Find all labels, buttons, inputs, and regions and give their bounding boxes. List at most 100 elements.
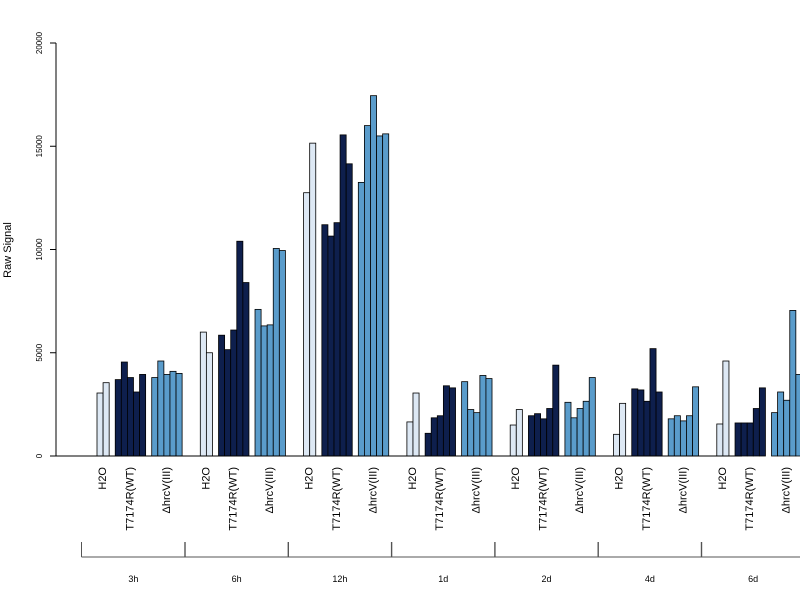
treatment-label: H2O (304, 467, 316, 490)
bar (643, 400, 651, 457)
bar (424, 432, 432, 457)
y-tick-label: 0 (35, 453, 44, 458)
bar (631, 388, 639, 457)
bar (412, 392, 420, 457)
bar (139, 374, 147, 457)
bar (783, 399, 791, 457)
y-tick-label: 20000 (35, 31, 44, 54)
bar (230, 329, 238, 457)
bar (96, 392, 104, 457)
time-point-label: 3h (128, 574, 138, 584)
bar (461, 381, 469, 457)
treatment-label: H2O (407, 467, 419, 490)
bar (436, 415, 444, 457)
time-point-label: 2d (542, 574, 552, 584)
time-point-label: 4d (645, 574, 655, 584)
bar (771, 412, 779, 457)
bar (686, 415, 693, 457)
bar (272, 248, 280, 457)
treatment-label: T7174R(WT) (744, 467, 756, 531)
bar (339, 134, 347, 457)
bar (357, 181, 365, 457)
bar (716, 423, 724, 457)
bar (722, 360, 730, 457)
bar (588, 377, 596, 457)
bar (169, 370, 177, 457)
bar (327, 235, 335, 457)
bar (376, 135, 384, 457)
bar (114, 379, 122, 457)
bar (655, 391, 663, 457)
bar (546, 408, 554, 457)
bar (218, 334, 226, 457)
bar (619, 402, 627, 457)
bar (175, 372, 183, 457)
treatment-label: ΔhrcV(III) (161, 467, 173, 513)
bar (777, 391, 785, 457)
time-point-label: 1d (438, 574, 448, 584)
treatment-label: ΔhrcV(III) (574, 467, 586, 513)
treatment-label: H2O (510, 467, 522, 490)
bar (673, 415, 681, 457)
time-point-label: 6h (232, 574, 242, 584)
bar (133, 391, 140, 457)
bar (321, 224, 329, 457)
time-point-label: 12h (332, 574, 347, 584)
bar (363, 125, 371, 457)
bar (570, 417, 578, 457)
treatment-label: ΔhrcV(III) (677, 467, 689, 513)
bar (242, 282, 250, 457)
bar (758, 387, 766, 457)
treatment-label: ΔhrcV(III) (367, 467, 379, 513)
bar (303, 192, 311, 457)
treatment-label: T7174R(WT) (641, 467, 653, 531)
bar (740, 422, 748, 457)
bar (613, 433, 620, 457)
x-tick-labels: H2O T7174R(WT) ΔhrcV(III) H2O T7174R(WT) Δhrc… (97, 467, 793, 531)
treatment-label: ΔhrcV(III) (781, 467, 793, 513)
bar (382, 133, 390, 457)
bar (127, 377, 134, 457)
bar (151, 377, 159, 457)
treatment-label: T7174R(WT) (538, 467, 550, 531)
treatment-label: H2O (97, 467, 109, 490)
bar (278, 250, 286, 457)
treatment-label: T7174R(WT) (124, 467, 136, 531)
bar (120, 361, 128, 457)
bar (679, 420, 687, 457)
bar (224, 349, 232, 457)
bar (564, 401, 572, 457)
treatment-label: H2O (613, 467, 625, 490)
bar (509, 424, 517, 457)
y-axis-label: Raw Signal (2, 222, 14, 278)
y-tick-label: 10000 (35, 238, 44, 261)
bar (333, 222, 341, 457)
y-tick-label: 5000 (35, 343, 44, 361)
treatment-label: ΔhrcV(III) (471, 467, 483, 513)
bar (473, 412, 481, 457)
time-point-brackets: 3h 6h 12h 1d 2d 4d 6d (81, 542, 800, 584)
bar (528, 415, 535, 457)
bar (692, 386, 700, 457)
time-point-label: 6d (748, 574, 758, 584)
treatment-label: H2O (200, 467, 212, 490)
bar (582, 400, 590, 457)
bar (345, 163, 353, 457)
bar (254, 308, 262, 457)
bar (752, 408, 760, 457)
treatment-label: T7174R(WT) (228, 467, 240, 531)
bar (205, 352, 213, 457)
bar (102, 382, 110, 457)
bar (540, 418, 548, 457)
bar (552, 364, 560, 457)
treatment-label: T7174R(WT) (434, 467, 446, 531)
bar (789, 310, 797, 457)
treatment-label: ΔhrcV(III) (264, 467, 276, 513)
y-axis: 0 5000 10000 15000 20000 (35, 31, 57, 458)
bar (370, 95, 377, 457)
bar (746, 422, 754, 457)
bar (637, 389, 645, 457)
bar (576, 408, 584, 457)
bar (236, 240, 244, 457)
